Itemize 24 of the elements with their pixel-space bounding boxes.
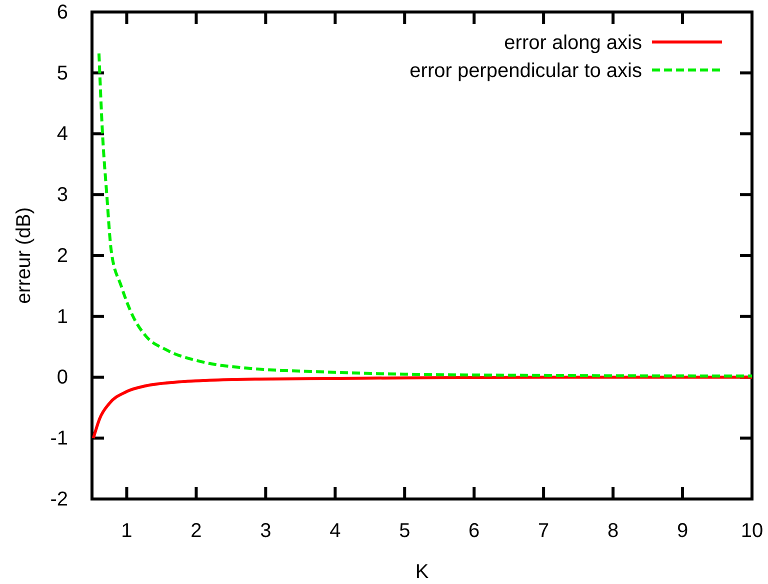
- line-series: [97, 52, 754, 378]
- legend-label: error perpendicular to axis: [410, 60, 642, 82]
- x-tick-label: 7: [538, 520, 550, 542]
- x-tick-label: 10: [740, 520, 764, 542]
- x-tick-label: 2: [190, 520, 202, 542]
- y-tick-label: 2: [56, 244, 68, 267]
- y-tick-label: -1: [50, 428, 68, 450]
- y-axis-title: erreur (dB): [13, 207, 35, 304]
- y-tick-label: 6: [56, 1, 68, 24]
- y-tick-label: 3: [56, 184, 68, 206]
- legend-label: error along axis: [504, 32, 642, 54]
- x-axis-title: K: [415, 561, 430, 583]
- y-tick-label: 0: [56, 366, 68, 389]
- y-tick-label: 5: [56, 62, 68, 84]
- x-tick-label: 3: [260, 520, 272, 542]
- x-tick-label: 6: [468, 520, 480, 542]
- y-tick-label: 1: [56, 306, 68, 328]
- x-tick-label: 9: [676, 520, 688, 542]
- y-tick-label: 4: [56, 123, 68, 146]
- x-tick-label: 4: [330, 520, 341, 542]
- x-tick-label: 1: [121, 520, 132, 542]
- x-tick-label: 8: [607, 520, 619, 542]
- x-tick-label: 5: [399, 520, 410, 542]
- y-tick-label: -2: [50, 488, 68, 510]
